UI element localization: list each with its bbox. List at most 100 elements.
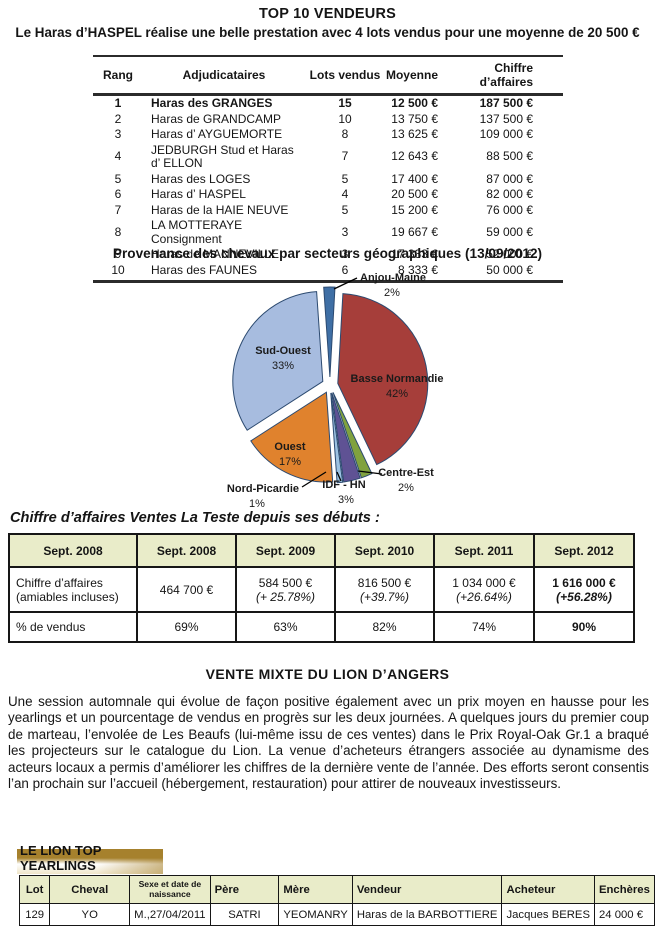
table-cell: 17 333 € (391, 247, 438, 261)
table-row: 7 Haras de la HAIE NEUVE 5 15 200 € 76 000 € (93, 203, 563, 219)
column-header: Sept. 2011 (433, 533, 535, 568)
column-header: Mère (278, 875, 353, 904)
table-cell: 8 (341, 127, 349, 141)
table-row: % de vendus 69% 63% 82% 74% 90% (8, 611, 635, 643)
table-cell: 6 (305, 262, 385, 283)
table-cell: 3 (341, 224, 349, 239)
page-subtitle: Le Haras d’HASPEL réalise une belle pres… (15, 25, 640, 40)
cell-percent: (+ 25.78%) (255, 589, 316, 604)
table-cell: 109 000 € (479, 127, 533, 141)
top10-vendors-table: Rang Adjudicataires Lots vendus Moyenne Chif… (93, 55, 563, 283)
top10-table-header: Rang Adjudicataires Lots vendus Moyenne Chif… (93, 56, 563, 96)
pie-slice (330, 392, 344, 484)
pie-slice-percent: 2% (384, 287, 400, 299)
table-cell: 19 667 € (391, 224, 438, 239)
table-cell: 584 500 € (+ 25.78%) (235, 566, 336, 613)
column-header: Lots vendus (305, 56, 385, 96)
table-cell: 10 (338, 111, 352, 126)
column-header: Moyenne (385, 56, 460, 96)
pie-slice (250, 391, 334, 483)
pie-slice (331, 392, 361, 483)
table-cell: 50 000 € (460, 262, 563, 283)
pie-slice (323, 286, 336, 378)
ca-history-table: Sept. 2008 Sept. 2008 Sept. 2009 Sept. 2010… (8, 533, 635, 643)
table-cell: Haras de GRANDCAMP (151, 111, 282, 126)
column-header: Adjudicataires (143, 56, 305, 96)
table-cell: 52 000 € (486, 247, 533, 261)
table-cell: 12 500 € (391, 96, 438, 110)
cell-percent: (+56.28%) (556, 589, 612, 604)
cell-value: 1 616 000 € (552, 575, 616, 590)
table-row: 1 Haras des GRANGES 15 12 500 € 187 500 € (93, 95, 563, 112)
table-cell: Haras d’ AYGUEMORTE (151, 127, 283, 141)
pie-slice-label: Basse Normandie (351, 373, 444, 385)
column-header: Enchères (594, 875, 655, 904)
table-cell: 4 (114, 149, 122, 164)
column-header: Cheval (49, 875, 131, 904)
pie-slice-label: Ouest (274, 441, 306, 453)
table-row: 9 Haras de MANNEVILLE 3 17 333 € 52 000 € (93, 247, 563, 263)
table-cell: Haras des LOGES (151, 171, 251, 186)
pie-slice (232, 291, 324, 431)
table-row: Sept. 2008 Sept. 2008 Sept. 2009 Sept. 2010… (8, 533, 635, 568)
table-cell: 12 643 € (391, 149, 438, 164)
pie-chart-title: Provenance des chevaux par secteurs géog… (112, 246, 543, 261)
table-cell: 5 (114, 171, 122, 186)
cell-value: 1 034 000 € (452, 575, 516, 590)
table-cell: M.,27/04/2011 (129, 903, 211, 926)
table-cell: Jacques BERES (501, 903, 595, 926)
cell-value: 464 700 € (159, 582, 214, 597)
table-cell: 7 (341, 149, 349, 164)
column-header: Sexe et date de naissance (129, 875, 211, 904)
table-cell: YO (49, 903, 131, 926)
table-cell: 187 500 € (479, 96, 533, 110)
table-cell: 5 (341, 171, 349, 186)
pie-slice-percent: 42% (386, 388, 408, 400)
column-header: Rang (93, 56, 143, 96)
pie-slice-label: Sud-Ouest (255, 345, 311, 357)
pie-chart: Anjou-Maine 2% Basse Normandie 42% Centre-Es… (227, 272, 444, 510)
pie-slice-label: Centre-Est (378, 467, 434, 479)
column-header: Vendeur (351, 875, 503, 904)
table-cell: 82 000 € (486, 187, 533, 201)
table-cell: YEOMANRY (278, 903, 353, 926)
table-cell: 3 (341, 247, 349, 261)
ca-table-title: Chiffre d’affaires Ventes La Teste depui… (10, 510, 380, 526)
pie-slice-percent: 33% (272, 360, 294, 372)
pie-leader-line (333, 277, 358, 290)
yearlings-table: Lot Cheval Sexe et date de naissance Père Mè… (18, 875, 655, 926)
cell-percent: (+39.7%) (359, 589, 410, 604)
table-cell: 6 (114, 187, 122, 201)
table-cell: Haras des FAUNES (143, 262, 305, 283)
table-row: 3 Haras d’ AYGUEMORTE 8 13 625 € 109 000 € (93, 127, 563, 143)
column-header: Acheteur (501, 875, 595, 904)
pie-slice-label: Anjou-Maine (360, 272, 426, 284)
table-cell: 8 (114, 224, 122, 239)
table-cell: 15 (338, 96, 352, 110)
table-row: 10 Haras des FAUNES 6 8 333 €50 000 € (93, 262, 563, 283)
table-cell: Haras des GRANGES (151, 96, 273, 110)
pie-slice-percent: 2% (398, 482, 414, 494)
column-header: Père (209, 875, 280, 904)
table-cell: 8 333 € (385, 262, 460, 283)
table-cell: 4 (341, 187, 349, 201)
table-cell: 9 (114, 247, 122, 261)
section-heading: VENTE MIXTE DU LION D’ANGERS (205, 666, 450, 682)
table-row: Chiffre d’affaires (amiables incluses) 46… (8, 566, 635, 613)
pie-slice (332, 392, 373, 479)
table-cell: 20 500 € (391, 187, 438, 201)
table-cell: 3 (114, 127, 122, 141)
cell-value: 816 500 € (357, 575, 412, 590)
pie-slice-label: Nord-Picardie (227, 483, 299, 495)
table-cell: 88 500 € (486, 149, 533, 164)
table-cell: 1 (114, 96, 122, 110)
row-label: % de vendus (8, 611, 138, 643)
ca-table-header: Sept. 2008 Sept. 2008 Sept. 2009 Sept. 2010… (8, 533, 635, 568)
table-cell: 129 (18, 903, 51, 926)
pie-slice-percent: 1% (249, 498, 265, 510)
table-cell: 2 (114, 111, 122, 126)
yearlings-table-header: Lot Cheval Sexe et date de naissance Père Mè… (18, 875, 655, 904)
table-cell: LA MOTTERAYE Consignment (151, 218, 243, 246)
table-row: 5 Haras des LOGES 5 17 400 € 87 000 € (93, 172, 563, 188)
table-cell: 59 000 € (486, 224, 533, 239)
